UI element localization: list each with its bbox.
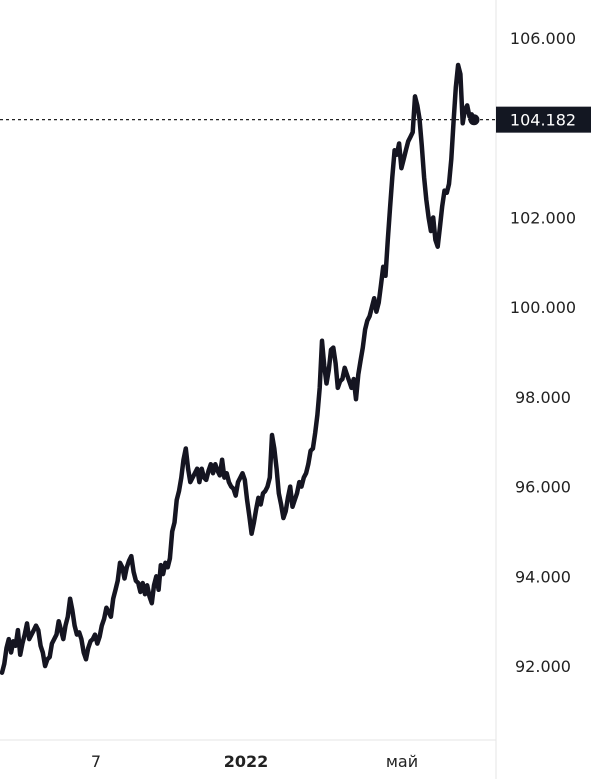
- time-tick-label: 2022: [224, 752, 269, 771]
- current-price-label: 104.182: [510, 111, 576, 130]
- price-tick-label: 100.000: [510, 298, 576, 317]
- current-price-badge-background: [496, 106, 591, 133]
- time-tick-label: 7: [91, 752, 101, 771]
- last-point-marker: [468, 114, 480, 126]
- price-tick-label: 92.000: [515, 657, 571, 676]
- price-tick-label: 96.000: [515, 478, 571, 497]
- price-tick-label: 98.000: [515, 388, 571, 407]
- series-line: [0, 62, 477, 675]
- current-price-badge: 104.182: [496, 106, 591, 133]
- price-tick-label: 106.000: [510, 29, 576, 48]
- price-tick-label: 94.000: [515, 567, 571, 586]
- time-tick-label: май: [386, 752, 418, 771]
- price-axis: 106.000 102.000 100.000 98.000 96.000 94.000 9…: [510, 29, 576, 676]
- time-axis: 7 2022 май: [91, 752, 418, 771]
- price-tick-label: 102.000: [510, 209, 576, 228]
